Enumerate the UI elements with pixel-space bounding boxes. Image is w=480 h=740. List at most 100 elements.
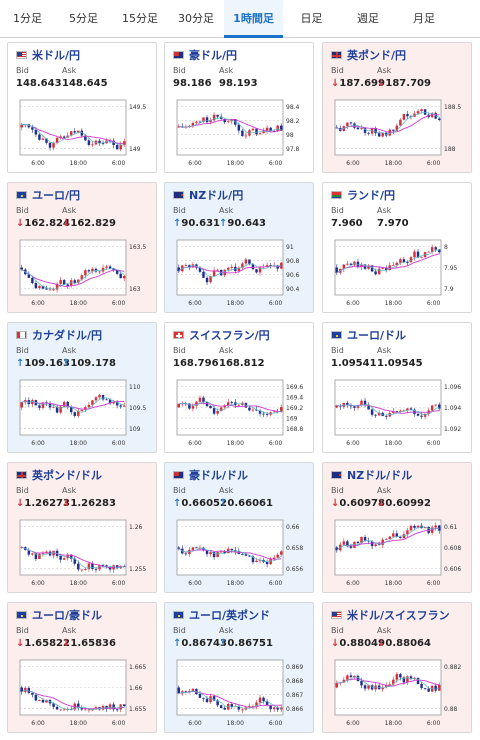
currency-pair-link[interactable]: ユーロ/ドル bbox=[347, 329, 407, 342]
moving-average-line bbox=[21, 124, 125, 145]
currency-card[interactable]: ユーロ/円 Bid Ask ↓162.824 ↓162.829 163.5 163 6:00 1… bbox=[7, 182, 157, 313]
currency-pair-link[interactable]: 豪ドル/ドル bbox=[189, 469, 249, 482]
candle-body bbox=[427, 251, 430, 253]
currency-card[interactable]: ランド/円 Bid Ask 7.960 7.970 8 7.95 7.9 6:00 18:00 6:… bbox=[322, 182, 472, 313]
candle-body bbox=[279, 707, 283, 710]
candle-body bbox=[392, 679, 395, 685]
candle-body bbox=[77, 411, 80, 416]
ask-label: Ask bbox=[62, 346, 77, 355]
currency-pair-link[interactable]: ユーロ/豪ドル bbox=[32, 609, 103, 622]
candlestick-chart[interactable]: 87.957.96:00 18:00 6:00 bbox=[329, 234, 469, 309]
x-tick-label: 6:00 bbox=[112, 720, 126, 727]
candle-body bbox=[31, 277, 34, 284]
moving-average-line bbox=[21, 269, 125, 287]
eu-flag-icon bbox=[331, 331, 342, 339]
candle-body bbox=[244, 259, 248, 264]
candle-body bbox=[395, 125, 399, 131]
tab-7[interactable]: 月足 bbox=[413, 12, 435, 25]
moving-average-line bbox=[336, 678, 440, 687]
candle-body bbox=[374, 128, 377, 134]
currency-card[interactable]: 豪ドル/ドル Bid Ask ↑0.66052 ↑0.66061 0.66 0.658 0.6… bbox=[164, 462, 314, 593]
candle-body bbox=[59, 280, 62, 284]
currency-card[interactable]: スイスフラン/円 Bid Ask 168.796 168.812 169.6 169.4 16… bbox=[164, 322, 314, 453]
currency-pair-link[interactable]: ランド/円 bbox=[347, 189, 396, 202]
candle-body bbox=[59, 406, 62, 413]
y-tick-label: 168.8 bbox=[286, 426, 303, 433]
currency-card[interactable]: 英ポンド/ドル Bid Ask ↓1.26273 ↓1.26283 1.26 1.255 6:… bbox=[7, 462, 157, 593]
candle-body bbox=[258, 559, 262, 561]
candle-body bbox=[381, 687, 384, 690]
ask-value: 98.193 bbox=[219, 78, 258, 89]
candle-body bbox=[395, 533, 399, 537]
currency-card[interactable]: 米ドル/スイスフラン Bid Ask ↓0.88049 ↓0.88064 0.882 0.8… bbox=[322, 602, 472, 733]
candle-body bbox=[223, 551, 226, 554]
x-tick-label: 18:00 bbox=[70, 300, 87, 307]
currency-pair-link[interactable]: カナダドル/円 bbox=[32, 329, 103, 342]
tab-4[interactable]: 1時間足 bbox=[224, 0, 283, 38]
candle-body bbox=[77, 130, 80, 133]
currency-pair-link[interactable]: 豪ドル/円 bbox=[189, 49, 238, 62]
currency-pair-link[interactable]: ユーロ/円 bbox=[32, 189, 81, 202]
candle-body bbox=[69, 406, 73, 413]
arrow-up-icon: ↑ bbox=[62, 358, 71, 369]
y-tick-label: 1.665 bbox=[129, 664, 146, 671]
nz-flag-icon bbox=[331, 471, 342, 479]
candle-body bbox=[241, 130, 244, 137]
currency-card[interactable]: NZドル/ドル Bid Ask ↓0.60978 ↓0.60992 0.61 0.608 0.… bbox=[322, 462, 472, 593]
candle-body bbox=[272, 557, 276, 559]
currency-pair-link[interactable]: 英ポンド/円 bbox=[347, 49, 407, 62]
candle-body bbox=[430, 247, 434, 252]
candle-body bbox=[420, 256, 423, 258]
currency-pair-link[interactable]: ユーロ/英ポンド bbox=[189, 609, 271, 622]
currency-pair-link[interactable]: NZドル/円 bbox=[189, 189, 244, 202]
currency-card[interactable]: NZドル/円 Bid Ask ↑90.631 ↑90.643 91 90.8 90.6 90.4… bbox=[164, 182, 314, 313]
candle-body bbox=[342, 264, 346, 269]
tab-1[interactable]: 5分足 bbox=[69, 12, 98, 25]
currency-card[interactable]: ユーロ/豪ドル Bid Ask ↓1.65822 ↓1.65836 1.665 1.66 1.… bbox=[7, 602, 157, 733]
currency-card[interactable]: カナダドル/円 Bid Ask ↑109.163 ↑109.178 110 109.5 109… bbox=[7, 322, 157, 453]
arrow-down-icon: ↓ bbox=[62, 638, 71, 649]
candle-body bbox=[399, 259, 402, 263]
candle-body bbox=[38, 405, 41, 408]
currency-card[interactable]: 米ドル/円 Bid Ask 148.643 148.645 149.5 149 6:00 18:… bbox=[7, 42, 157, 173]
candle-body bbox=[402, 410, 406, 412]
currency-pair-link[interactable]: スイスフラン/円 bbox=[189, 329, 270, 342]
currency-card[interactable]: 英ポンド/円 Bid Ask ↓187.699 ↓187.709 188.5 188 6:00… bbox=[322, 42, 472, 173]
x-tick-label: 18:00 bbox=[70, 160, 87, 167]
short-average-line bbox=[21, 267, 125, 290]
arrow-down-icon: ↓ bbox=[331, 498, 340, 509]
tab-3[interactable]: 30分足 bbox=[178, 12, 214, 25]
candle-body bbox=[363, 537, 367, 541]
currency-pair-link[interactable]: NZドル/ドル bbox=[347, 469, 413, 482]
candle-body bbox=[360, 537, 363, 544]
currency-pair-link[interactable]: 英ポンド/ドル bbox=[32, 469, 103, 482]
currency-card[interactable]: 豪ドル/円 Bid Ask 98.186 98.193 98.4 98.2 98 97.8 6:0… bbox=[164, 42, 314, 173]
x-tick-label: 18:00 bbox=[227, 440, 244, 447]
currency-pair-link[interactable]: 米ドル/円 bbox=[32, 49, 81, 62]
x-tick-label: 6:00 bbox=[346, 160, 360, 167]
tab-0[interactable]: 1分足 bbox=[13, 12, 42, 25]
currency-card[interactable]: ユーロ/英ポンド Bid Ask ↑0.86743 ↑0.86751 0.869 0.868… bbox=[164, 602, 314, 733]
tab-6[interactable]: 週足 bbox=[357, 12, 379, 25]
currency-pair-link[interactable]: 米ドル/スイスフラン bbox=[347, 609, 450, 622]
x-tick-label: 6:00 bbox=[31, 300, 45, 307]
tab-2[interactable]: 15分足 bbox=[122, 12, 158, 25]
currency-card[interactable]: ユーロ/ドル Bid Ask 1.09541 1.09545 1.096 1.094 1.09… bbox=[322, 322, 472, 453]
tab-5[interactable]: 日足 bbox=[300, 12, 323, 25]
arrow-up-icon: ↑ bbox=[173, 498, 182, 509]
candle-body bbox=[216, 552, 219, 558]
